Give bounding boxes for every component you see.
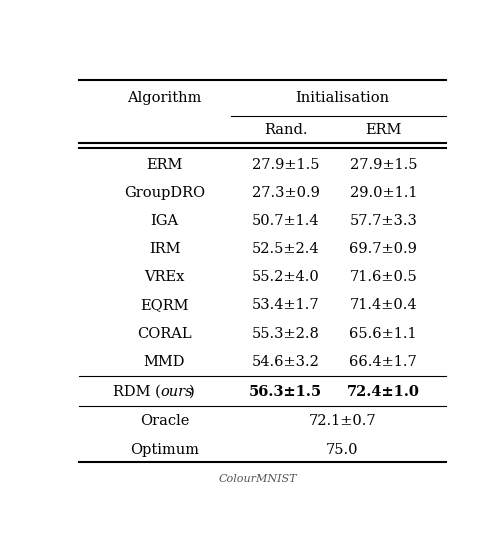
Text: 56.3±1.5: 56.3±1.5 <box>249 384 322 399</box>
Text: 69.7±0.9: 69.7±0.9 <box>349 242 417 256</box>
Text: 65.6±1.1: 65.6±1.1 <box>349 327 417 341</box>
Text: ): ) <box>189 384 195 399</box>
Text: RDM (: RDM ( <box>113 384 161 399</box>
Text: 71.4±0.4: 71.4±0.4 <box>349 298 417 312</box>
Text: ours: ours <box>161 384 193 399</box>
Text: 53.4±1.7: 53.4±1.7 <box>252 298 320 312</box>
Text: GroupDRO: GroupDRO <box>124 186 205 200</box>
Text: 52.5±2.4: 52.5±2.4 <box>252 242 320 256</box>
Text: 71.6±0.5: 71.6±0.5 <box>349 270 417 284</box>
Text: 29.0±1.1: 29.0±1.1 <box>350 186 417 200</box>
Text: Initialisation: Initialisation <box>295 91 390 105</box>
Text: 54.6±3.2: 54.6±3.2 <box>251 355 320 369</box>
Text: EQRM: EQRM <box>140 298 189 312</box>
Text: ERM: ERM <box>365 123 402 136</box>
Text: 27.3±0.9: 27.3±0.9 <box>251 186 320 200</box>
Text: Algorithm: Algorithm <box>128 91 202 105</box>
Text: Rand.: Rand. <box>264 123 307 136</box>
Text: 66.4±1.7: 66.4±1.7 <box>349 355 417 369</box>
Text: ERM: ERM <box>146 158 183 171</box>
Text: CORAL: CORAL <box>137 327 192 341</box>
Text: 57.7±3.3: 57.7±3.3 <box>349 214 417 228</box>
Text: 75.0: 75.0 <box>326 443 358 456</box>
Text: 55.3±2.8: 55.3±2.8 <box>251 327 320 341</box>
Text: 55.2±4.0: 55.2±4.0 <box>252 270 320 284</box>
Text: 72.4±1.0: 72.4±1.0 <box>347 384 420 399</box>
Text: IGA: IGA <box>151 214 178 228</box>
Text: 27.9±1.5: 27.9±1.5 <box>252 158 320 171</box>
Text: Optimum: Optimum <box>130 443 199 456</box>
Text: MMD: MMD <box>144 355 185 369</box>
Text: IRM: IRM <box>149 242 180 256</box>
Text: VREx: VREx <box>144 270 185 284</box>
Text: Oracle: Oracle <box>140 414 189 429</box>
Text: 72.1±0.7: 72.1±0.7 <box>308 414 376 429</box>
Text: 27.9±1.5: 27.9±1.5 <box>350 158 417 171</box>
Text: 50.7±1.4: 50.7±1.4 <box>252 214 320 228</box>
Text: ColourMNIST: ColourMNIST <box>219 474 297 484</box>
